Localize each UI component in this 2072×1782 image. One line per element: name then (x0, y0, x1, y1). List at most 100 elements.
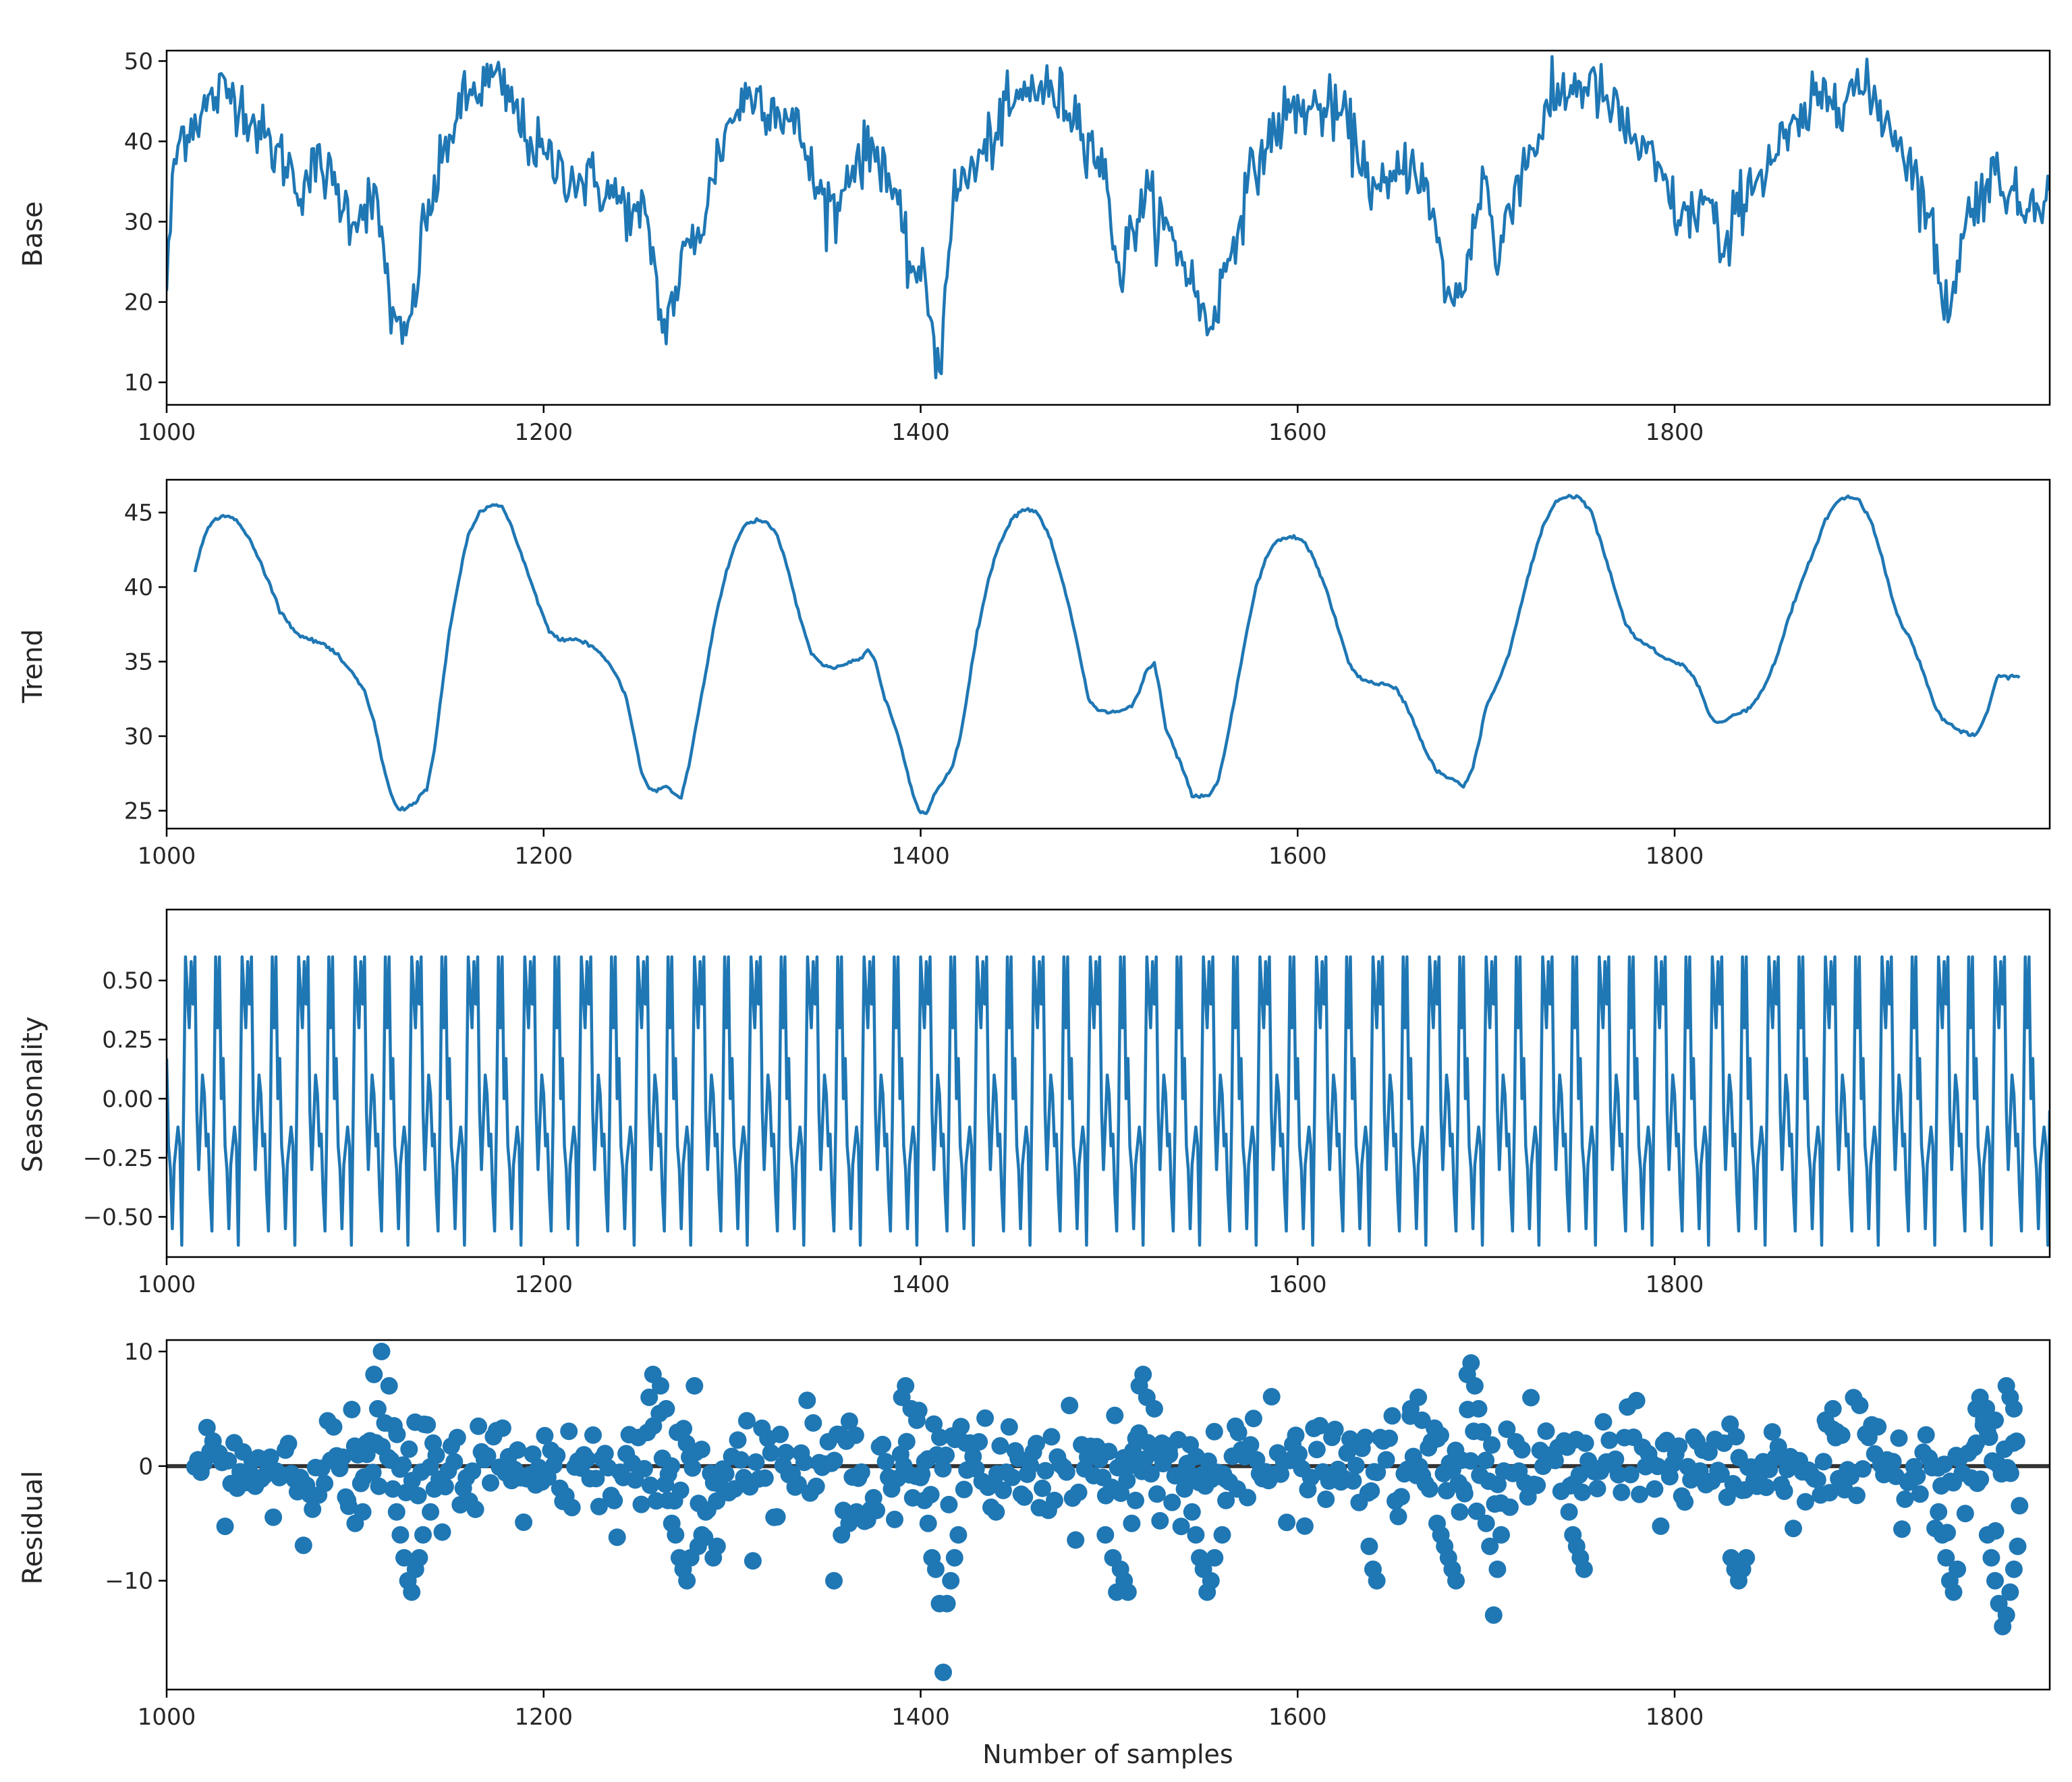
residual-point (422, 1503, 440, 1521)
residual-point (1501, 1498, 1519, 1516)
residual-point (874, 1435, 892, 1453)
residual-point (2001, 1583, 2019, 1601)
residual-point (370, 1477, 388, 1495)
residual-point (756, 1469, 774, 1487)
residual-point (1206, 1549, 1224, 1567)
base-ytick-label: 10 (124, 370, 153, 397)
residual-point (1613, 1483, 1631, 1501)
base-series-line (167, 55, 2050, 380)
residual-point (1151, 1511, 1169, 1530)
residual-point (1971, 1470, 1990, 1488)
residual-point (536, 1426, 554, 1445)
residual-point (1295, 1517, 1314, 1535)
residual-point (1489, 1476, 1507, 1493)
trend-ylabel: Trend (18, 629, 49, 703)
residual-point (395, 1549, 413, 1567)
trend-axes-frame (165, 478, 2051, 830)
residual-point (697, 1503, 715, 1521)
residual-point (1646, 1480, 1664, 1498)
residual-point (1853, 1460, 1872, 1478)
residual-point (1824, 1399, 1842, 1418)
residual-point (1069, 1483, 1088, 1501)
residual-point (509, 1441, 527, 1459)
residual-point (1118, 1472, 1136, 1490)
trend-xtick-label: 1800 (1646, 843, 1704, 870)
residual-point (1814, 1453, 1832, 1471)
residual-point (1785, 1520, 1802, 1538)
residual-point (1600, 1431, 1619, 1449)
residual-point (1217, 1491, 1235, 1509)
residual-point (771, 1425, 789, 1443)
residual-point (1244, 1410, 1262, 1428)
base-xtick-label: 1000 (138, 419, 196, 446)
residual-point (1413, 1411, 1431, 1429)
trend-ytick-label: 40 (124, 574, 153, 601)
residual-point (1241, 1436, 1260, 1454)
residual-point (409, 1486, 427, 1505)
residual-point (1368, 1464, 1387, 1482)
residual-point (387, 1503, 405, 1521)
residual-point (1172, 1518, 1190, 1536)
residual-point (1488, 1560, 1507, 1578)
residual-point (605, 1491, 623, 1509)
residual-point (938, 1594, 956, 1613)
residual-point (886, 1510, 903, 1528)
residual-point (1360, 1537, 1378, 1555)
residual-point (1621, 1466, 1640, 1484)
residual-point (2009, 1537, 2027, 1555)
residual-point (1930, 1503, 1948, 1521)
residual-point (368, 1399, 387, 1418)
residual-point (400, 1440, 418, 1458)
trend-xtick-label: 1200 (514, 843, 573, 870)
residual-point (1691, 1462, 1709, 1480)
residual-ytick-label: 10 (124, 1339, 153, 1366)
residual-point (1368, 1571, 1386, 1590)
residual-point (1377, 1451, 1395, 1469)
residual-point (445, 1453, 464, 1471)
residual-point (1034, 1479, 1051, 1497)
residual-point (1455, 1480, 1473, 1498)
residual-point (578, 1450, 596, 1468)
residual-point (1389, 1507, 1407, 1526)
residual-point (652, 1376, 669, 1395)
base-xtick-label: 1200 (514, 419, 573, 446)
x-axis-label: Number of samples (982, 1739, 1233, 1769)
residual-point (952, 1418, 970, 1436)
residual-point (789, 1475, 807, 1493)
residual-point (1467, 1502, 1486, 1520)
seasonality-ylabel: Seasonality (18, 1016, 49, 1172)
residual-point (1588, 1480, 1606, 1498)
residual-point (1627, 1391, 1646, 1410)
seasonality-xtick-label: 1000 (138, 1271, 196, 1298)
trend-ytick-label: 25 (124, 798, 153, 825)
residual-point (897, 1432, 916, 1451)
residual-point (590, 1497, 608, 1515)
base-ytick-label: 30 (124, 209, 153, 236)
residual-point (659, 1491, 677, 1509)
residual-xtick-label: 1000 (138, 1704, 196, 1731)
residual-point (304, 1500, 322, 1518)
residual-point (632, 1495, 650, 1513)
residual-point (391, 1526, 410, 1544)
residual-point (1134, 1366, 1152, 1383)
residual-point (1119, 1583, 1137, 1601)
seasonality-plot-area (167, 955, 2050, 1247)
residual-point (1481, 1537, 1499, 1555)
seasonality-xtick-label: 1800 (1646, 1271, 1704, 1298)
residual-point (1160, 1445, 1179, 1464)
residual-point (596, 1445, 614, 1463)
residual-point (1451, 1503, 1469, 1521)
residual-point (1380, 1429, 1399, 1447)
residual-point (1248, 1451, 1266, 1469)
residual-point (876, 1453, 895, 1471)
residual-point (1347, 1457, 1365, 1474)
residual-point (388, 1425, 406, 1443)
residual-point (635, 1459, 653, 1478)
residual-point (1409, 1388, 1428, 1406)
residual-point (667, 1526, 685, 1544)
residual-point (807, 1477, 825, 1495)
seasonality-panel: Seasonality 1000 1200 1400 1600 1800 −0.50 −0.… (18, 908, 2051, 1298)
residual-point (1796, 1493, 1814, 1511)
trend-ytick-label: 35 (124, 649, 153, 676)
